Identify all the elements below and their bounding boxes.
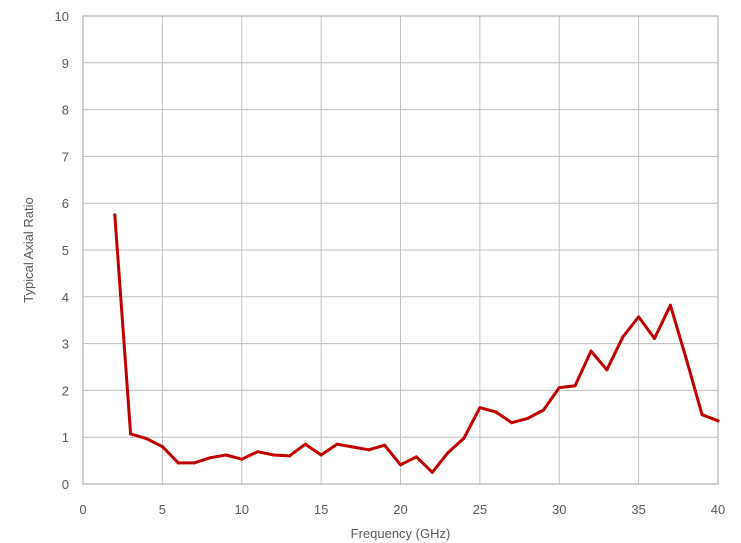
x-axis-tick-labels: 0 5 10 15 20 25 30 35 40 bbox=[79, 502, 725, 517]
data-point bbox=[637, 315, 641, 319]
grid-lines bbox=[82, 15, 719, 485]
x-axis-title: Frequency (GHz) bbox=[351, 526, 451, 541]
y-tick-label: 3 bbox=[62, 337, 69, 352]
data-point bbox=[573, 384, 577, 388]
data-point bbox=[176, 461, 180, 465]
data-point bbox=[129, 432, 133, 436]
x-tick-label: 0 bbox=[79, 502, 86, 517]
data-point bbox=[589, 349, 593, 353]
y-tick-label: 2 bbox=[62, 383, 69, 398]
y-tick-label: 0 bbox=[62, 477, 69, 492]
y-tick-label: 5 bbox=[62, 243, 69, 258]
data-point bbox=[399, 463, 402, 467]
data-point bbox=[700, 413, 704, 417]
data-point bbox=[462, 436, 466, 440]
data-point bbox=[383, 443, 387, 447]
y-tick-label: 8 bbox=[62, 103, 69, 118]
x-tick-label: 40 bbox=[711, 502, 725, 517]
x-tick-label: 35 bbox=[631, 502, 645, 517]
data-point bbox=[716, 419, 720, 423]
x-tick-label: 30 bbox=[552, 502, 566, 517]
y-tick-label: 4 bbox=[62, 290, 69, 305]
data-point bbox=[256, 450, 260, 454]
y-tick-label: 6 bbox=[62, 196, 69, 211]
x-tick-label: 20 bbox=[393, 502, 407, 517]
y-axis-title: Typical Axial Ratio bbox=[21, 197, 36, 303]
data-point bbox=[653, 336, 656, 340]
data-point bbox=[430, 470, 434, 474]
data-point bbox=[621, 335, 625, 339]
data-point bbox=[510, 421, 514, 425]
data-point bbox=[335, 442, 339, 446]
data-point bbox=[684, 357, 688, 361]
data-point bbox=[145, 437, 148, 441]
data-point bbox=[113, 213, 117, 217]
data-point bbox=[303, 442, 307, 446]
y-tick-label: 1 bbox=[62, 430, 69, 445]
y-tick-label: 7 bbox=[62, 149, 69, 164]
series-group bbox=[113, 213, 720, 474]
x-tick-label: 5 bbox=[159, 502, 166, 517]
data-point bbox=[224, 453, 228, 457]
data-point bbox=[557, 386, 561, 390]
data-point bbox=[414, 455, 418, 459]
data-point bbox=[272, 453, 275, 457]
y-tick-label: 9 bbox=[62, 56, 69, 71]
x-tick-label: 10 bbox=[235, 502, 249, 517]
y-tick-label: 10 bbox=[55, 9, 69, 24]
data-point bbox=[319, 453, 323, 457]
data-point bbox=[351, 445, 355, 449]
x-tick-label: 15 bbox=[314, 502, 328, 517]
data-point bbox=[367, 448, 371, 452]
data-point bbox=[541, 408, 545, 412]
data-point bbox=[526, 416, 529, 420]
data-point bbox=[605, 368, 609, 372]
data-point bbox=[240, 457, 244, 461]
x-tick-label: 25 bbox=[473, 502, 487, 517]
plot-area-frame bbox=[82, 15, 719, 485]
y-axis-tick-labels: 0 1 2 3 4 5 6 7 8 9 10 bbox=[55, 9, 69, 492]
data-point bbox=[668, 303, 672, 307]
data-point bbox=[287, 454, 291, 458]
data-point bbox=[446, 451, 450, 455]
data-point bbox=[494, 410, 498, 414]
data-point bbox=[160, 445, 164, 449]
data-point bbox=[478, 406, 482, 410]
data-point bbox=[192, 461, 196, 465]
data-point bbox=[208, 456, 212, 460]
